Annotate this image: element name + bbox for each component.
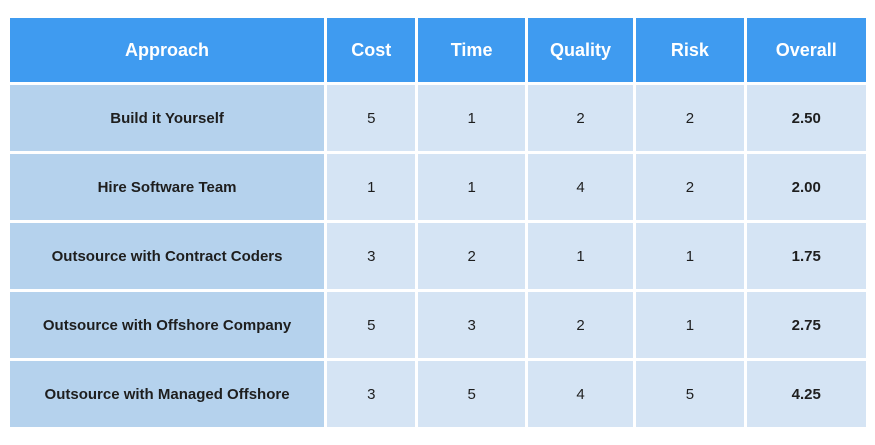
risk-cell: 1 bbox=[636, 223, 744, 289]
approach-cell: Build it Yourself bbox=[10, 85, 325, 151]
header-overall: Overall bbox=[746, 18, 866, 82]
approach-cell: Outsource with Managed Offshore bbox=[10, 361, 325, 427]
time-cell: 5 bbox=[418, 361, 525, 427]
table-row: Build it Yourself 5 1 2 2 2.50 bbox=[10, 85, 866, 151]
table-row: Hire Software Team 1 1 4 2 2.00 bbox=[10, 154, 866, 220]
quality-cell: 2 bbox=[527, 85, 634, 151]
cost-cell: 5 bbox=[327, 292, 416, 358]
risk-cell: 2 bbox=[636, 85, 744, 151]
risk-cell: 1 bbox=[636, 292, 744, 358]
time-cell: 2 bbox=[418, 223, 525, 289]
overall-cell: 1.75 bbox=[746, 223, 866, 289]
header-risk: Risk bbox=[636, 18, 744, 82]
cost-cell: 3 bbox=[327, 361, 416, 427]
quality-cell: 4 bbox=[527, 361, 634, 427]
overall-cell: 2.00 bbox=[746, 154, 866, 220]
header-quality: Quality bbox=[527, 18, 634, 82]
header-time: Time bbox=[418, 18, 525, 82]
header-row: Approach Cost Time Quality Risk Overall bbox=[10, 18, 866, 82]
cost-cell: 1 bbox=[327, 154, 416, 220]
cost-cell: 5 bbox=[327, 85, 416, 151]
header-approach: Approach bbox=[10, 18, 325, 82]
comparison-table-container: Approach Cost Time Quality Risk Overall … bbox=[10, 18, 866, 430]
approach-cell: Hire Software Team bbox=[10, 154, 325, 220]
cost-cell: 3 bbox=[327, 223, 416, 289]
time-cell: 3 bbox=[418, 292, 525, 358]
table-row: Outsource with Managed Offshore 3 5 4 5 … bbox=[10, 361, 866, 427]
approach-cell: Outsource with Contract Coders bbox=[10, 223, 325, 289]
overall-cell: 2.75 bbox=[746, 292, 866, 358]
table-row: Outsource with Offshore Company 5 3 2 1 … bbox=[10, 292, 866, 358]
table-row: Outsource with Contract Coders 3 2 1 1 1… bbox=[10, 223, 866, 289]
overall-cell: 2.50 bbox=[746, 85, 866, 151]
risk-cell: 5 bbox=[636, 361, 744, 427]
overall-cell: 4.25 bbox=[746, 361, 866, 427]
approach-cell: Outsource with Offshore Company bbox=[10, 292, 325, 358]
time-cell: 1 bbox=[418, 85, 525, 151]
quality-cell: 1 bbox=[527, 223, 634, 289]
header-cost: Cost bbox=[327, 18, 416, 82]
time-cell: 1 bbox=[418, 154, 525, 220]
quality-cell: 4 bbox=[527, 154, 634, 220]
comparison-table: Approach Cost Time Quality Risk Overall … bbox=[7, 15, 869, 430]
quality-cell: 2 bbox=[527, 292, 634, 358]
risk-cell: 2 bbox=[636, 154, 744, 220]
